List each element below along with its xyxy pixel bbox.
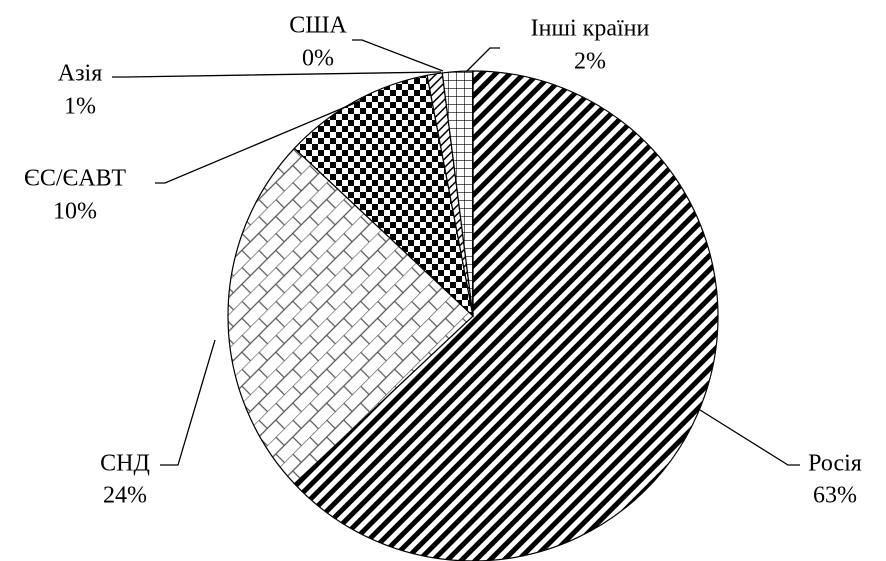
leader-line <box>465 47 500 73</box>
pie-slice <box>441 70 474 317</box>
value-label: 10% <box>53 199 97 225</box>
leader-line <box>699 409 800 466</box>
pie-slice <box>293 70 719 561</box>
value-label: 1% <box>64 94 96 120</box>
value-label: 24% <box>103 483 147 509</box>
slices <box>227 70 719 561</box>
leader-line <box>160 339 216 466</box>
category-label: Азія <box>58 61 103 87</box>
leader-line <box>155 99 363 184</box>
value-label: 0% <box>302 46 334 72</box>
pie-slice <box>227 147 474 485</box>
category-label: ЄС/ЄАВТ <box>24 166 126 192</box>
leader-line <box>352 39 444 72</box>
pie-slice <box>293 74 474 318</box>
category-label: Росія <box>808 451 862 477</box>
category-label: СНД <box>100 451 150 477</box>
category-label: Інші країни <box>531 16 650 42</box>
labels: Росія 63% СНД 24% ЄС/ЄАВТ 10% Азія 1% США 0% Інші … <box>24 13 862 509</box>
leader-line <box>112 71 442 78</box>
value-label: 2% <box>574 49 606 75</box>
category-label: США <box>289 13 347 39</box>
value-label: 63% <box>813 483 857 509</box>
